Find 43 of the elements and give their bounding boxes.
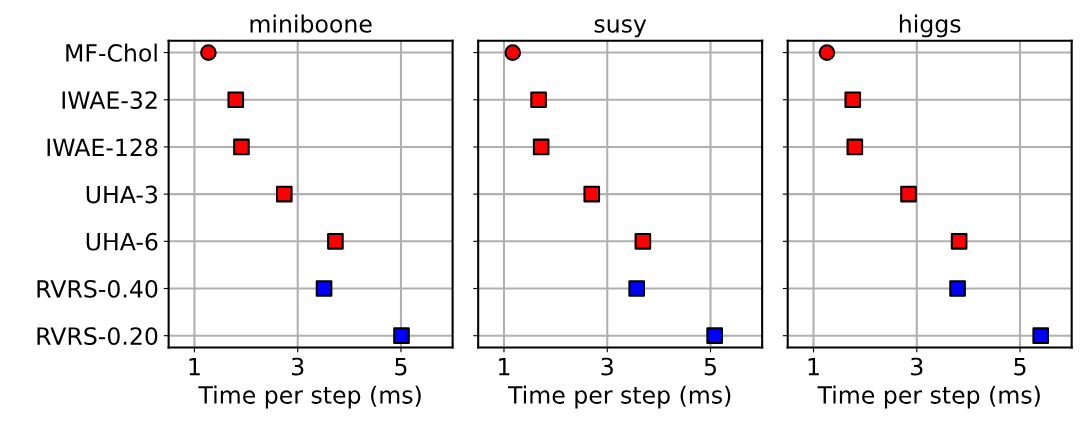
point [315, 280, 333, 297]
y-tick-label: UHA-6 [86, 232, 158, 251]
point [583, 185, 601, 203]
x-tick-label: 1 [499, 357, 510, 376]
point [227, 91, 245, 109]
y-tick-label: UHA-3 [86, 185, 158, 204]
point [706, 327, 723, 345]
point [504, 44, 522, 61]
point [233, 138, 250, 156]
x-tick-label: 3 [911, 357, 923, 376]
point [844, 91, 862, 109]
point [393, 327, 410, 345]
x-tick-label: 5 [704, 357, 716, 376]
chart-title: miniboone [250, 14, 372, 33]
y-tick-label: RVRS-0.20 [37, 327, 158, 345]
point [949, 280, 966, 297]
y-tick-label: MF-Chol [66, 43, 157, 62]
x-tick-label: 5 [395, 357, 407, 376]
point [628, 280, 646, 297]
x-axis-title: Time per step (ms) [817, 385, 1040, 409]
y-tick-label: IWAE-128 [47, 138, 158, 157]
x-tick-label: 5 [1014, 357, 1026, 376]
chart-title: susy [594, 19, 647, 38]
point [275, 185, 293, 203]
x-axis-title: Time per step (ms) [507, 385, 731, 409]
x-tick-label: 1 [189, 357, 200, 376]
x-tick-label: 3 [292, 357, 304, 376]
point [634, 232, 652, 250]
point [530, 91, 547, 109]
chart-title: higgs [899, 14, 961, 38]
point [846, 138, 864, 156]
point [327, 232, 344, 250]
point [1032, 327, 1050, 345]
point [200, 44, 217, 61]
point [532, 138, 550, 156]
x-tick-label: 1 [808, 357, 819, 376]
y-tick-label: IWAE-32 [62, 91, 157, 110]
point [900, 185, 917, 203]
y-tick-label: RVRS-0.40 [37, 279, 158, 298]
point [950, 232, 968, 250]
point [818, 44, 836, 61]
x-axis-title: Time per step (ms) [198, 385, 421, 409]
x-tick-label: 3 [601, 357, 613, 376]
